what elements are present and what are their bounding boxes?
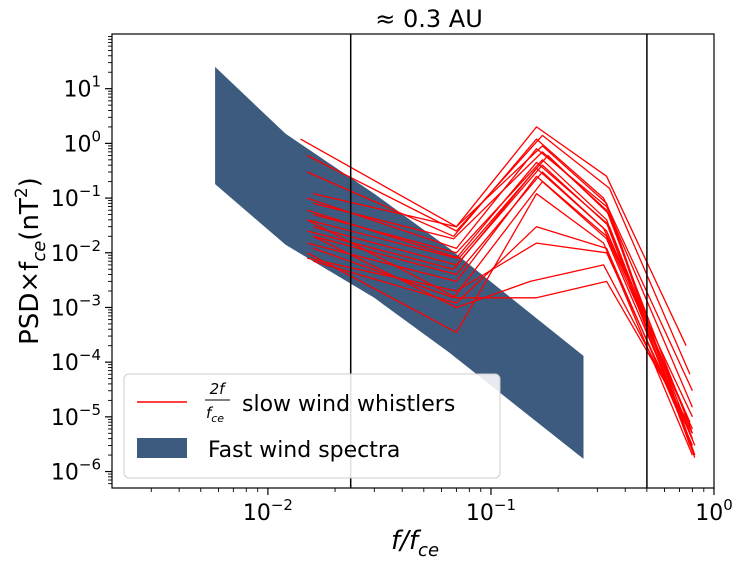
series-layer [300, 126, 696, 458]
y-tick-base: 10 [51, 461, 79, 486]
whistler-line-1 [300, 126, 687, 346]
y-tick-base: 10 [51, 406, 79, 431]
y-tick-exp: −2 [79, 237, 101, 255]
x-tick-exp: 0 [723, 496, 733, 514]
x-tick-exp: −1 [494, 496, 516, 514]
y-axis-label: PSD×fce(nT2) [12, 177, 50, 345]
y-tick-base: 10 [51, 296, 79, 321]
legend-fraction-denominator: fce [206, 404, 224, 425]
legend-fraction: 2f fce [205, 380, 230, 425]
y-axis-label-pre: PSD×f [15, 261, 45, 345]
x-tick-label: 100 [695, 496, 733, 526]
y-tick-exp: 0 [91, 127, 101, 145]
whistler-line-19 [306, 219, 691, 426]
y-tick-base: 10 [63, 132, 91, 157]
whistler-line-5 [306, 148, 693, 408]
legend-fraction-numerator: 2f [210, 380, 228, 398]
y-tick-base: 10 [63, 78, 91, 103]
whistler-line-13 [307, 175, 693, 430]
y-tick-label: 10−1 [51, 182, 101, 212]
x-tick-base: 10 [695, 501, 723, 526]
x-tick-label: 10−2 [243, 496, 293, 526]
whistler-line-14 [313, 180, 696, 446]
legend: 2f fce slow wind whistlers Fast wind spe… [123, 373, 501, 479]
y-tick-label: 10−6 [51, 456, 101, 486]
chart-title: ≈ 0.3 AU [375, 5, 483, 33]
y-tick-base: 10 [51, 351, 79, 376]
x-axis-label-main: f/f [391, 526, 422, 556]
x-axis-label: f/fce [391, 526, 439, 561]
y-axis-label-post: (nT [15, 198, 45, 241]
y-tick-label: 10−5 [51, 401, 101, 431]
whistler-line-17 [307, 242, 693, 439]
x-tick-base: 10 [466, 501, 494, 526]
y-tick-exp: −5 [79, 401, 101, 419]
band-layer [215, 66, 584, 459]
y-tick-label: 10−3 [51, 291, 101, 321]
whistler-line-15 [306, 193, 693, 456]
whistler-line-2 [306, 134, 691, 375]
x-tick-base: 10 [243, 501, 271, 526]
y-tick-label: 10−4 [51, 346, 101, 376]
legend-fraction-den-main: f [206, 404, 214, 422]
tick-layer: 10−2 10−1 10010−610−510−410−310−210−110010… [51, 36, 733, 526]
y-tick-exp: −4 [79, 346, 101, 364]
legend-band-label: Fast wind spectra [208, 438, 400, 463]
whistler-line-12 [313, 171, 691, 423]
legend-band-swatch [137, 438, 187, 458]
legend-line-label: slow wind whistlers [242, 392, 455, 417]
x-axis-label-sub: ce [418, 540, 439, 561]
y-tick-base: 10 [51, 242, 79, 267]
y-tick-label: 101 [63, 73, 101, 103]
y-tick-exp: −3 [79, 291, 101, 309]
x-tick-exp: −2 [271, 496, 293, 514]
plot-area [215, 34, 696, 488]
y-tick-exp: −6 [79, 456, 101, 474]
y-tick-base: 10 [51, 187, 79, 212]
whistler-line-7 [307, 154, 691, 446]
x-tick-label: 10−1 [466, 496, 516, 526]
whistler-line-18 [313, 235, 693, 434]
whistler-line-10 [313, 164, 694, 439]
y-tick-exp: −1 [79, 182, 101, 200]
y-tick-label: 100 [63, 127, 101, 157]
y-axis-label-sup: 2 [12, 187, 32, 198]
whistler-line-6 [313, 151, 694, 434]
y-tick-label: 10−2 [51, 237, 101, 267]
y-axis-label-close: ) [15, 177, 45, 187]
legend-fraction-den-sub: ce [211, 412, 224, 425]
y-axis-label-sub: ce [29, 241, 50, 262]
y-tick-exp: 1 [91, 73, 101, 91]
fast-wind-band [215, 66, 584, 459]
